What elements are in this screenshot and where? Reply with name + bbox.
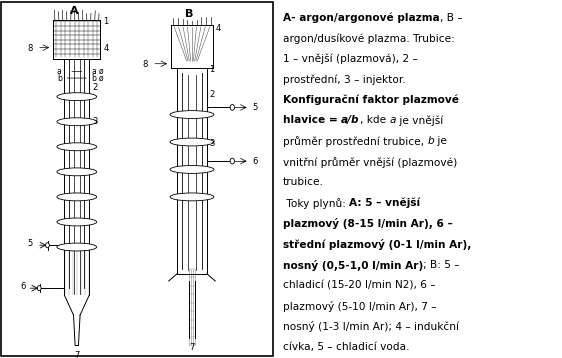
Text: 7: 7 — [189, 343, 194, 352]
Text: a: a — [92, 67, 96, 76]
Text: 2: 2 — [209, 90, 215, 100]
Text: ø: ø — [99, 67, 104, 76]
Text: nosný (1-3 l/min Ar); 4 – indukční: nosný (1-3 l/min Ar); 4 – indukční — [283, 321, 459, 332]
Circle shape — [46, 243, 49, 248]
Ellipse shape — [57, 243, 97, 251]
Text: B: B — [185, 9, 193, 19]
Ellipse shape — [57, 168, 97, 176]
Text: 3: 3 — [209, 139, 215, 148]
Text: 5: 5 — [252, 103, 257, 112]
Text: Toky plynů:: Toky plynů: — [283, 198, 349, 209]
Text: plazmový (8-15 l/min Ar), 6 –: plazmový (8-15 l/min Ar), 6 – — [283, 218, 453, 229]
Text: b: b — [427, 136, 434, 146]
Text: 6: 6 — [252, 156, 258, 166]
Text: , kde: , kde — [360, 115, 389, 125]
Text: 4: 4 — [103, 44, 108, 53]
Text: A- argon/argonové plazma: A- argon/argonové plazma — [283, 13, 439, 23]
Circle shape — [230, 158, 234, 164]
Text: střední plazmový (0-1 l/min Ar),: střední plazmový (0-1 l/min Ar), — [283, 239, 472, 250]
Text: a: a — [57, 67, 62, 76]
Text: ø: ø — [99, 73, 104, 83]
Text: a: a — [389, 115, 396, 125]
Text: nosný (0,5-1,0 l/min Ar): nosný (0,5-1,0 l/min Ar) — [283, 260, 423, 271]
Ellipse shape — [57, 93, 97, 101]
Text: trubice.: trubice. — [283, 177, 324, 187]
Text: 3: 3 — [92, 117, 98, 126]
Text: 1: 1 — [103, 17, 108, 26]
Text: a/b: a/b — [341, 115, 360, 125]
Ellipse shape — [57, 218, 97, 226]
Text: je vnější: je vnější — [396, 115, 443, 126]
Text: 4: 4 — [216, 24, 221, 33]
Ellipse shape — [170, 165, 214, 173]
Ellipse shape — [170, 193, 214, 201]
Ellipse shape — [57, 118, 97, 126]
Text: cívka, 5 – chladicí voda.: cívka, 5 – chladicí voda. — [283, 342, 409, 352]
Text: 6: 6 — [21, 282, 26, 291]
Ellipse shape — [57, 193, 97, 201]
Text: argon/dusíkové plazma. Trubice:: argon/dusíkové plazma. Trubice: — [283, 33, 455, 44]
Text: průměr prostřední trubice,: průměr prostřední trubice, — [283, 136, 427, 147]
Text: 1 – vnější (plazmová), 2 –: 1 – vnější (plazmová), 2 – — [283, 54, 418, 64]
Text: A: A — [70, 6, 78, 16]
Text: 8: 8 — [143, 60, 148, 69]
Text: ; B: 5 –: ; B: 5 – — [423, 260, 460, 270]
Text: 2: 2 — [92, 83, 98, 92]
Text: A: 5 – vnější: A: 5 – vnější — [349, 198, 420, 208]
Text: prostřední, 3 – injektor.: prostřední, 3 – injektor. — [283, 74, 406, 85]
Text: chladicí (15-20 l/min N2), 6 –: chladicí (15-20 l/min N2), 6 – — [283, 280, 436, 290]
Text: b: b — [92, 73, 96, 83]
Text: b: b — [57, 73, 62, 83]
Ellipse shape — [57, 143, 97, 151]
Text: 7: 7 — [74, 351, 79, 358]
Text: 1: 1 — [209, 65, 215, 74]
Text: je: je — [434, 136, 447, 146]
Text: Konfigurační faktor plazmové: Konfigurační faktor plazmové — [283, 95, 459, 105]
Ellipse shape — [170, 138, 214, 146]
Text: plazmový (5-10 l/min Ar), 7 –: plazmový (5-10 l/min Ar), 7 – — [283, 301, 436, 312]
Circle shape — [37, 286, 41, 291]
Ellipse shape — [170, 111, 214, 118]
Text: 8: 8 — [28, 44, 33, 53]
Text: hlavice =: hlavice = — [283, 115, 341, 125]
Text: 5: 5 — [28, 239, 33, 248]
Circle shape — [230, 105, 234, 110]
Text: vnitřní průměr vnější (plazmové): vnitřní průměr vnější (plazmové) — [283, 157, 457, 168]
Text: , B –: , B – — [439, 13, 462, 23]
